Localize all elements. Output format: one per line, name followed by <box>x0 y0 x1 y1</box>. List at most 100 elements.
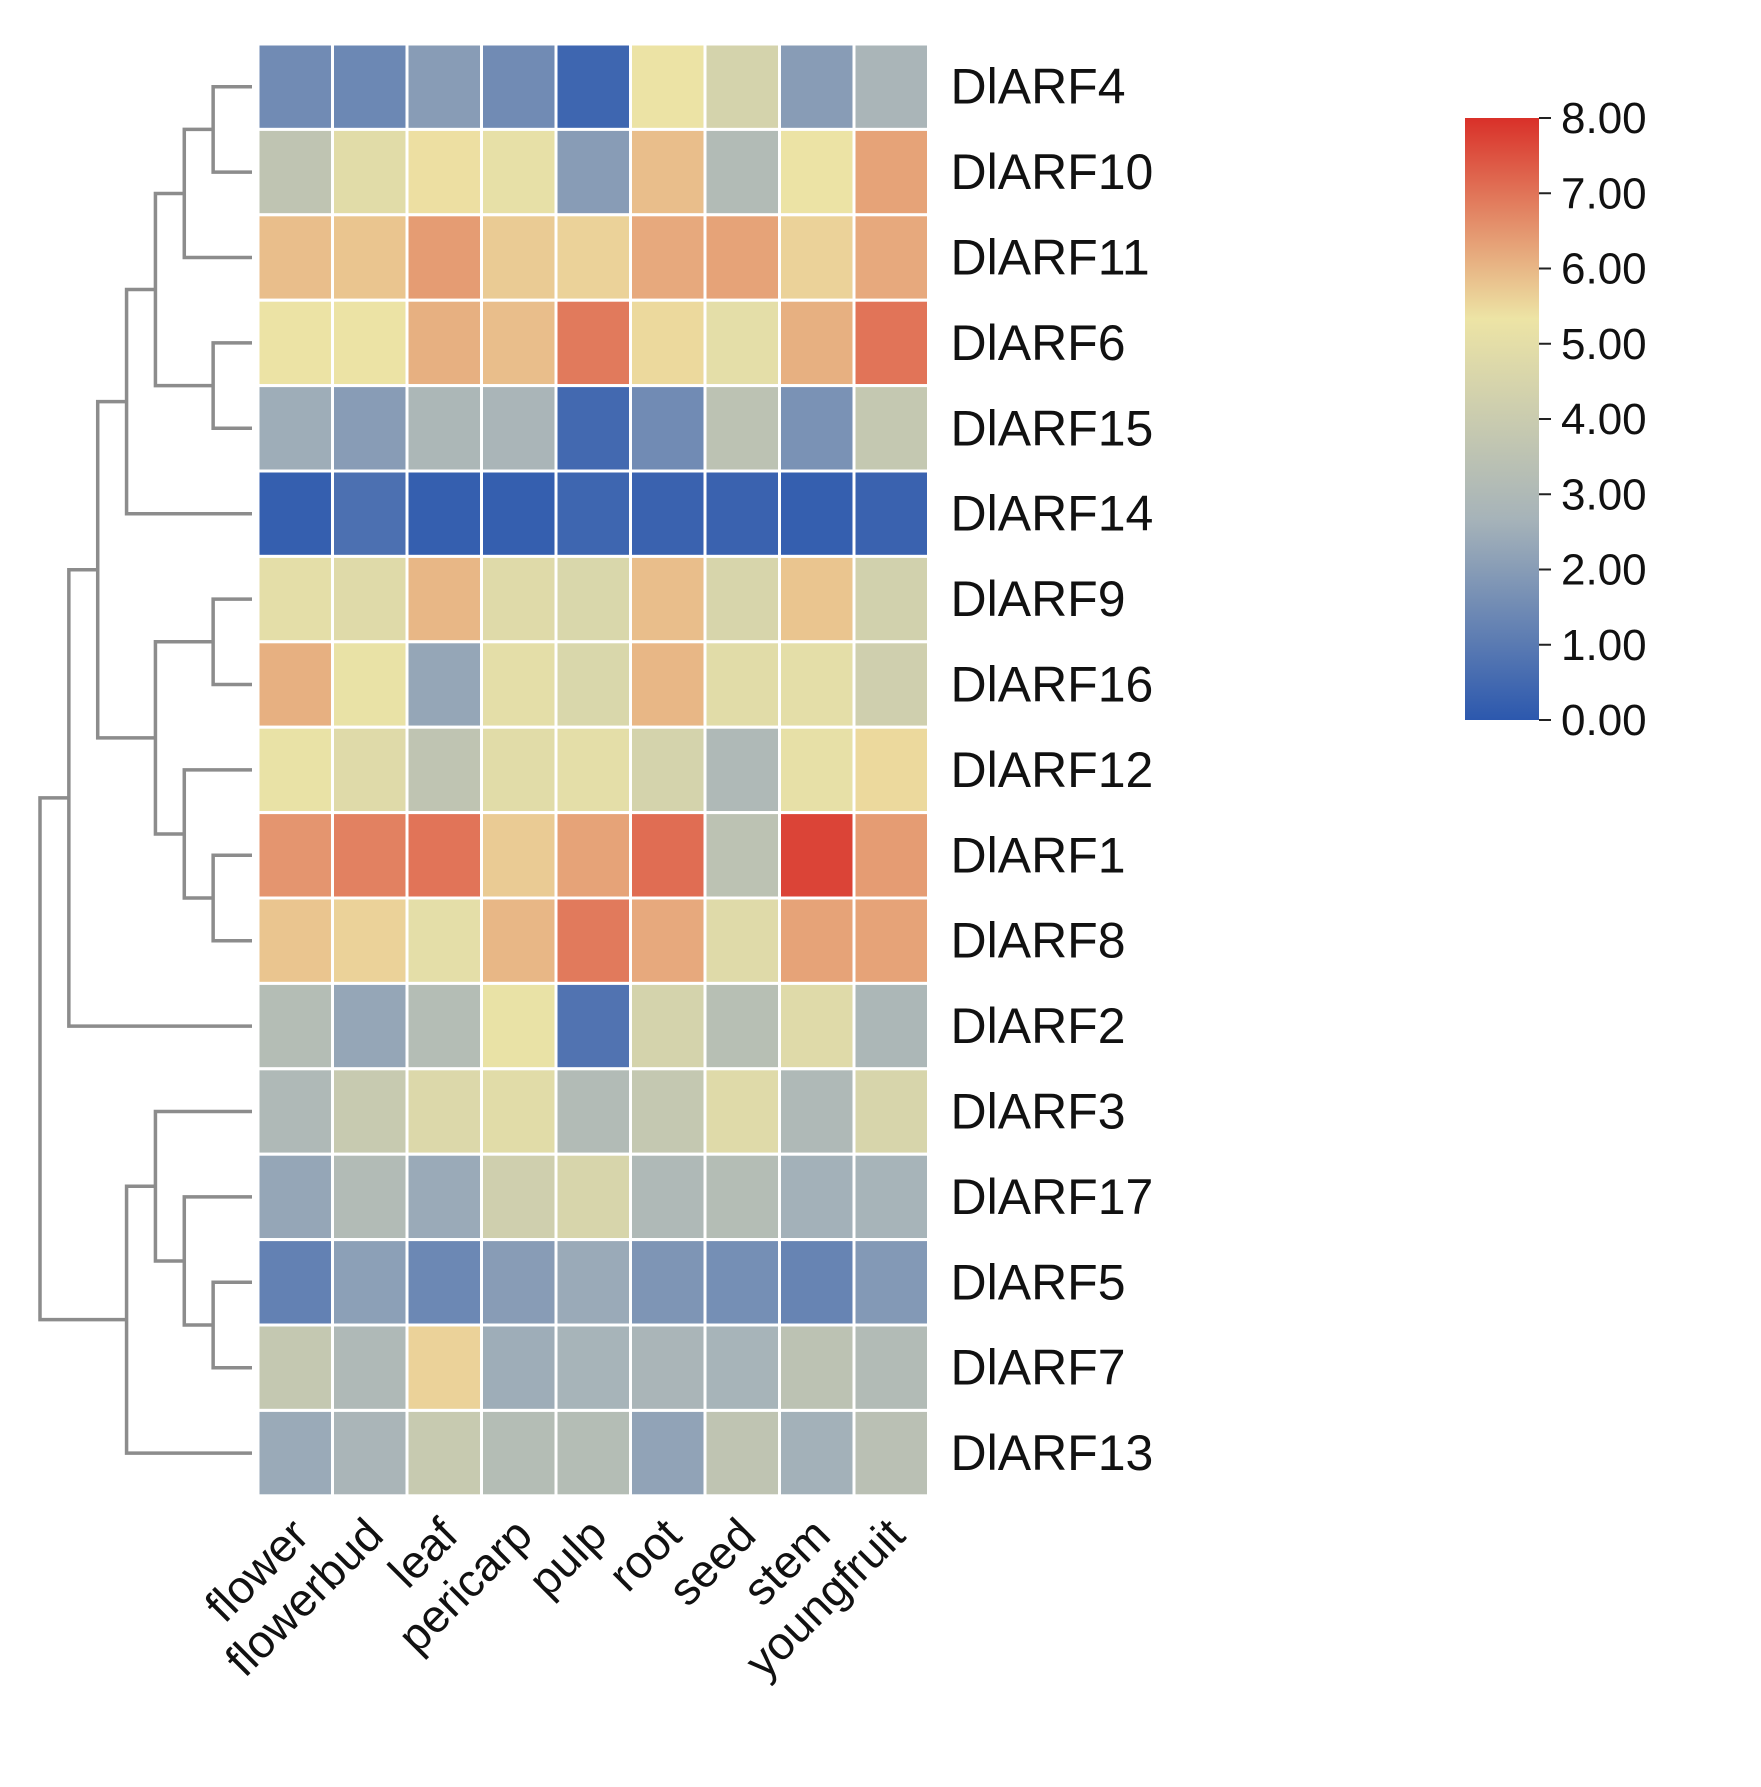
heatmap-cell <box>629 1238 707 1327</box>
legend-tick-label: 1.00 <box>1561 621 1647 670</box>
heatmap-cell <box>852 1152 930 1242</box>
heatmap-cell <box>480 1152 558 1242</box>
row-label: DlARF5 <box>951 1254 1126 1310</box>
color-scale-bar <box>1465 118 1539 720</box>
dendrogram-branch <box>182 768 252 900</box>
heatmap-cell <box>256 1408 334 1498</box>
heatmap-cell <box>703 1323 781 1412</box>
row-label: DlARF3 <box>951 1084 1126 1140</box>
heatmap-cell <box>405 725 483 815</box>
dendrogram-branch <box>182 127 252 260</box>
heatmap-cell <box>480 127 558 217</box>
heatmap-cell <box>256 811 334 900</box>
dendrogram-branch <box>95 399 156 740</box>
heatmap-cell <box>256 127 334 217</box>
heatmap-cell <box>331 298 409 388</box>
heatmap-cell <box>703 298 781 388</box>
heatmap-cell <box>554 1152 632 1242</box>
heatmap-cell <box>256 725 334 815</box>
heatmap-cell <box>256 42 334 131</box>
heatmap-cell <box>629 469 707 558</box>
legend-tick-label: 2.00 <box>1561 546 1647 595</box>
heatmap-cell <box>331 896 409 985</box>
heatmap-cell <box>703 981 781 1071</box>
heatmap-cell <box>778 298 856 388</box>
heatmap-cell <box>629 725 707 815</box>
heatmap-cell <box>852 213 930 302</box>
heatmap-cell <box>852 298 930 388</box>
column-labels: flowerflowerbudleafpericarppulprootseeds… <box>195 1508 915 1688</box>
heatmap-cell <box>778 42 856 131</box>
heatmap-cell <box>703 469 781 558</box>
heatmap-cell <box>256 298 334 388</box>
dendrogram-branch <box>211 853 252 943</box>
heatmap-cell <box>480 554 558 644</box>
heatmap-cell <box>703 1238 781 1327</box>
heatmap-cell <box>331 554 409 644</box>
heatmap-cell <box>778 1238 856 1327</box>
color-legend: 0.00 1.00 2.00 3.00 4.00 5.00 6.00 7.00 8.00 <box>1465 94 1647 745</box>
heatmap-cell <box>703 42 781 131</box>
heatmap-cell <box>331 1238 409 1327</box>
heatmap-cell <box>629 298 707 388</box>
heatmap-cell <box>256 469 334 558</box>
heatmap-cell <box>480 298 558 388</box>
heatmap-cell <box>331 42 409 131</box>
heatmap-cell <box>480 1323 558 1412</box>
heatmap-cell <box>554 1408 632 1498</box>
heatmap-cell <box>256 213 334 302</box>
heatmap-cell <box>405 42 483 131</box>
heatmap-cell <box>554 811 632 900</box>
heatmap-cell <box>405 384 483 473</box>
heatmap-cell <box>778 384 856 473</box>
heatmap-cell <box>778 213 856 302</box>
heatmap-cell <box>256 1152 334 1242</box>
dendrogram-branch <box>182 1195 252 1327</box>
heatmap-cell <box>778 1323 856 1412</box>
dendrogram-branch <box>153 640 214 836</box>
heatmap-cell <box>480 896 558 985</box>
heatmap-cell <box>554 127 632 217</box>
heatmap-cell <box>405 1408 483 1498</box>
heatmap-cell <box>256 1238 334 1327</box>
heatmap-cell <box>778 1067 856 1156</box>
row-label: DlARF14 <box>951 486 1154 542</box>
dendrogram-branch <box>153 1109 252 1263</box>
heatmap-cell <box>554 554 632 644</box>
heatmap-cell <box>480 811 558 900</box>
heatmap-cell <box>480 42 558 131</box>
heatmap-cell <box>405 896 483 985</box>
heatmap-cell <box>405 127 483 217</box>
heatmap-cell <box>256 554 334 644</box>
heatmap-cell <box>256 981 334 1071</box>
heatmap-cell <box>629 896 707 985</box>
legend-tick-label: 0.00 <box>1561 696 1647 745</box>
heatmap-cell <box>405 981 483 1071</box>
heatmap-cell <box>480 1067 558 1156</box>
heatmap-cell <box>480 1408 558 1498</box>
heatmap-cell <box>703 1067 781 1156</box>
heatmap-cell <box>852 42 930 131</box>
heatmap-cell <box>554 640 632 729</box>
heatmap-cell <box>331 1067 409 1156</box>
heatmap-cell <box>778 811 856 900</box>
heatmap-cell <box>778 554 856 644</box>
heatmap-cell <box>703 554 781 644</box>
heatmap-cell <box>256 896 334 985</box>
dendrogram-branch <box>124 287 252 516</box>
heatmap-cell <box>405 640 483 729</box>
row-dendrogram <box>38 84 252 1455</box>
row-label: DlARF11 <box>951 230 1150 286</box>
color-scale-ticks: 0.00 1.00 2.00 3.00 4.00 5.00 6.00 7.00 8.00 <box>1539 94 1647 745</box>
heatmap-cell <box>331 640 409 729</box>
row-label: DlARF2 <box>951 998 1126 1054</box>
heatmap-cell <box>480 981 558 1071</box>
heatmap-cell <box>554 725 632 815</box>
legend-tick-label: 3.00 <box>1561 470 1647 519</box>
heatmap-cell <box>778 1152 856 1242</box>
row-label: DlARF9 <box>951 571 1126 627</box>
heatmap-cell <box>331 1152 409 1242</box>
heatmap-cell <box>703 725 781 815</box>
row-label: DlARF16 <box>951 657 1154 713</box>
